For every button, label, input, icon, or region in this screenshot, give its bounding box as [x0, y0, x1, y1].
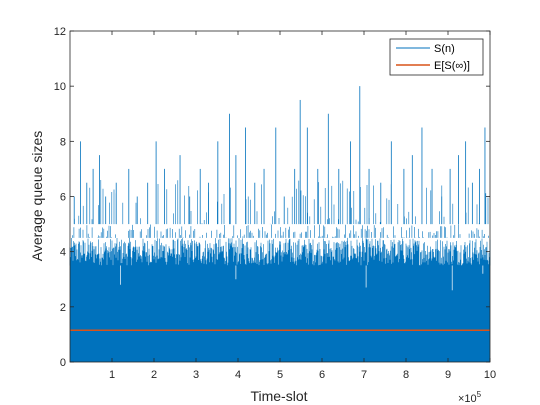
x-tick-label-0: 1	[109, 369, 115, 381]
y-tick-label-4: 8	[60, 136, 66, 148]
x-tick-label-8: 9	[445, 369, 451, 381]
x-axis-exponent: ×105	[458, 390, 482, 405]
series-band-dense	[70, 265, 490, 362]
legend-box	[389, 38, 484, 76]
y-axis-label: Average queue sizes	[29, 131, 45, 262]
legend-label-expectation: E[S(∞)]	[434, 60, 470, 72]
plot-area	[69, 86, 491, 362]
legend: S(n) E[S(∞)]	[389, 38, 484, 76]
y-tick-label-3: 6	[60, 192, 66, 204]
y-tick-label-2: 4	[60, 247, 66, 259]
x-tick-label-7: 8	[403, 369, 409, 381]
legend-label-series: S(n)	[434, 43, 455, 55]
x-tick-label-3: 4	[235, 369, 241, 381]
x-tick-label-1: 2	[151, 369, 157, 381]
x-tick-label-4: 5	[277, 369, 283, 381]
x-tick-label-6: 7	[361, 369, 367, 381]
y-tick-label-0: 0	[60, 357, 66, 369]
series-spikes-frequent	[72, 224, 489, 238]
x-axis-exponent-power: 5	[477, 390, 482, 399]
x-tick-label-5: 6	[319, 369, 325, 381]
x-axis-exponent-base: ×10	[458, 393, 477, 405]
y-tick-label-5: 10	[54, 81, 66, 93]
y-tick-label-1: 2	[60, 302, 66, 314]
x-tick-label-2: 3	[193, 369, 199, 381]
x-axis-label: Time-slot	[250, 388, 307, 404]
y-tick-label-6: 12	[54, 26, 66, 38]
x-tick-label-9: 10	[484, 369, 496, 381]
